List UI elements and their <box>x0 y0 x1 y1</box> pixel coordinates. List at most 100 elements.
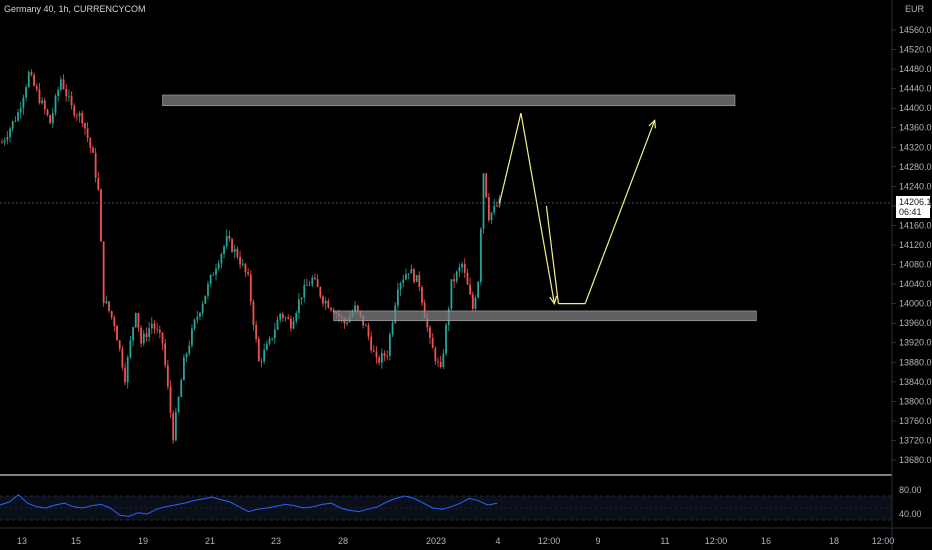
candle-body <box>65 89 68 96</box>
candle-body <box>180 380 183 398</box>
candle-body <box>439 361 442 368</box>
time-tick: 16 <box>761 536 771 546</box>
candle-body <box>35 85 38 90</box>
price-tick: 14040.0 <box>899 279 932 289</box>
candle-body <box>495 205 498 207</box>
candle-body <box>105 301 108 304</box>
candle-body <box>209 274 212 284</box>
main-grid <box>892 29 896 461</box>
candle-body <box>126 357 129 383</box>
candle-body <box>445 324 447 354</box>
price-tick: 14400.0 <box>899 103 932 113</box>
time-tick: 2023 <box>426 536 446 546</box>
candle-body <box>399 283 402 290</box>
projection-arrowhead <box>549 295 558 305</box>
candle-body <box>298 299 300 313</box>
last-price-value: 14206.1 <box>899 197 932 207</box>
candle-body <box>148 328 151 338</box>
candle-body <box>434 348 437 362</box>
candle-body <box>471 294 474 309</box>
candle-body <box>89 137 92 148</box>
candle-body <box>386 355 389 357</box>
candle-body <box>231 238 233 252</box>
candle-body <box>17 112 19 121</box>
candle-body <box>86 128 89 138</box>
candle-body <box>287 317 290 320</box>
price-tick: 13840.0 <box>899 377 932 387</box>
candle-body <box>185 353 188 358</box>
time-tick: 13 <box>17 536 27 546</box>
candle-body <box>474 297 477 309</box>
time-tick: 12:00 <box>872 536 895 546</box>
candle-body <box>59 79 62 90</box>
price-tick: 14520.0 <box>899 45 932 55</box>
candle-body <box>431 337 434 349</box>
candle-body <box>183 357 185 381</box>
candle-body <box>215 268 217 275</box>
candle-body <box>418 275 421 288</box>
candle-body <box>378 357 381 363</box>
candle-body <box>124 367 126 383</box>
time-tick: 18 <box>829 536 839 546</box>
rsi-pane <box>0 494 892 521</box>
price-tick: 14560.0 <box>899 25 932 35</box>
candle-body <box>249 274 252 302</box>
candle-body <box>14 120 17 122</box>
candle-body <box>6 137 9 141</box>
time-tick: 19 <box>138 536 148 546</box>
candle-body <box>113 317 116 327</box>
candle-body <box>284 317 287 319</box>
candle-body <box>437 361 439 363</box>
candle-body <box>493 205 496 213</box>
candle-body <box>255 324 258 339</box>
candle-body <box>410 269 413 274</box>
candle-body <box>27 72 30 88</box>
candle-body <box>174 411 177 441</box>
candle-body <box>172 412 175 441</box>
candle-body <box>239 257 241 265</box>
candle-body <box>19 108 22 113</box>
price-tick: 13720.0 <box>899 435 932 445</box>
time-tick: 11 <box>660 536 669 546</box>
price-tick: 14240.0 <box>899 181 932 191</box>
symbol-title[interactable]: Germany 40, 1h, CURRENCYCOM <box>4 4 146 14</box>
candle-body <box>319 287 322 297</box>
candle-body <box>204 295 207 304</box>
sr-zone <box>333 310 757 322</box>
candle-body <box>97 177 100 190</box>
candle-body <box>33 74 35 86</box>
candle-body <box>158 329 161 333</box>
candle-body <box>217 263 220 269</box>
candle-body <box>461 263 463 268</box>
candle-body <box>402 279 405 284</box>
candle-body <box>223 246 225 254</box>
candle-body <box>57 89 60 96</box>
candle-body <box>247 272 249 275</box>
candle-body <box>405 274 407 280</box>
candle-body <box>303 284 306 298</box>
candle-body <box>30 72 33 75</box>
candle-body <box>271 338 274 339</box>
candle-body <box>156 328 159 330</box>
price-tick: 13920.0 <box>899 338 932 348</box>
candle-body <box>290 319 292 329</box>
candle-body <box>257 338 260 362</box>
candle-body <box>482 173 485 230</box>
candle-body <box>67 95 70 97</box>
time-tick: 15 <box>71 536 81 546</box>
candle-body <box>199 312 201 317</box>
candle-body <box>236 248 239 258</box>
candle-body <box>415 275 418 282</box>
candle-body <box>121 348 124 368</box>
candle-body <box>188 345 191 354</box>
candle-body <box>466 272 469 285</box>
candle-body <box>346 322 348 324</box>
candle-body <box>102 241 105 304</box>
candle-body <box>370 336 373 351</box>
candle-body <box>207 283 209 296</box>
candle-body <box>306 284 308 286</box>
candle-body <box>260 361 263 362</box>
candles <box>1 69 501 444</box>
candle-body <box>92 147 94 153</box>
candle-body <box>46 109 49 116</box>
